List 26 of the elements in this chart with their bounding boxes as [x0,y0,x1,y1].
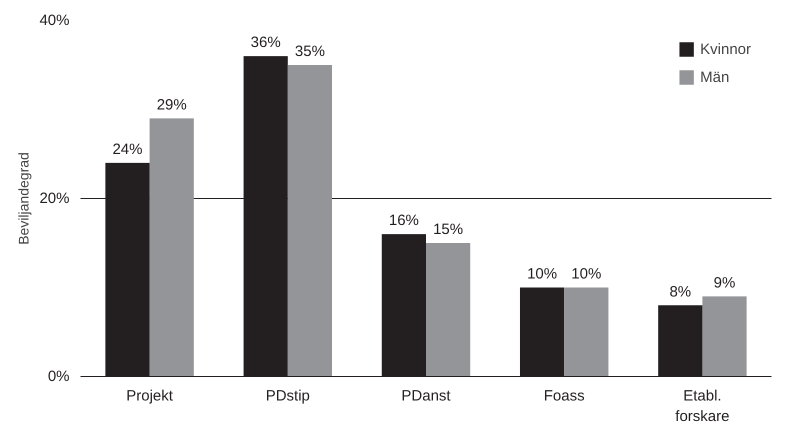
x-tick-label: PDstip [266,388,310,404]
data-label: 10% [571,266,602,282]
y-tick-label: 20% [39,190,70,207]
legend-label: Män [700,68,730,86]
data-label: 16% [388,212,419,230]
data-label: 36% [250,34,281,52]
data-label: 35% [294,43,325,60]
x-tick-label: Etabl. forskare [675,388,730,425]
bar [288,65,332,376]
data-label: 24% [112,140,143,158]
bar [150,118,194,376]
x-tick-label: Foass [544,388,585,404]
x-tick-label: PDanst [401,388,452,404]
data-label: 9% [714,274,736,292]
x-tick-label: Projekt [126,388,174,404]
data-label: 29% [156,96,187,114]
legend-label: Kvinnor [700,40,751,58]
bar [702,296,747,376]
data-label: 8% [669,283,692,300]
bar [564,288,608,376]
y-tick-label: 0% [48,368,70,385]
data-label: 15% [433,221,464,238]
y-axis-title: Beviljandegrad [15,152,32,245]
bar [426,243,470,376]
y-tick-label: 40% [39,12,70,29]
data-label: 10% [527,266,558,282]
